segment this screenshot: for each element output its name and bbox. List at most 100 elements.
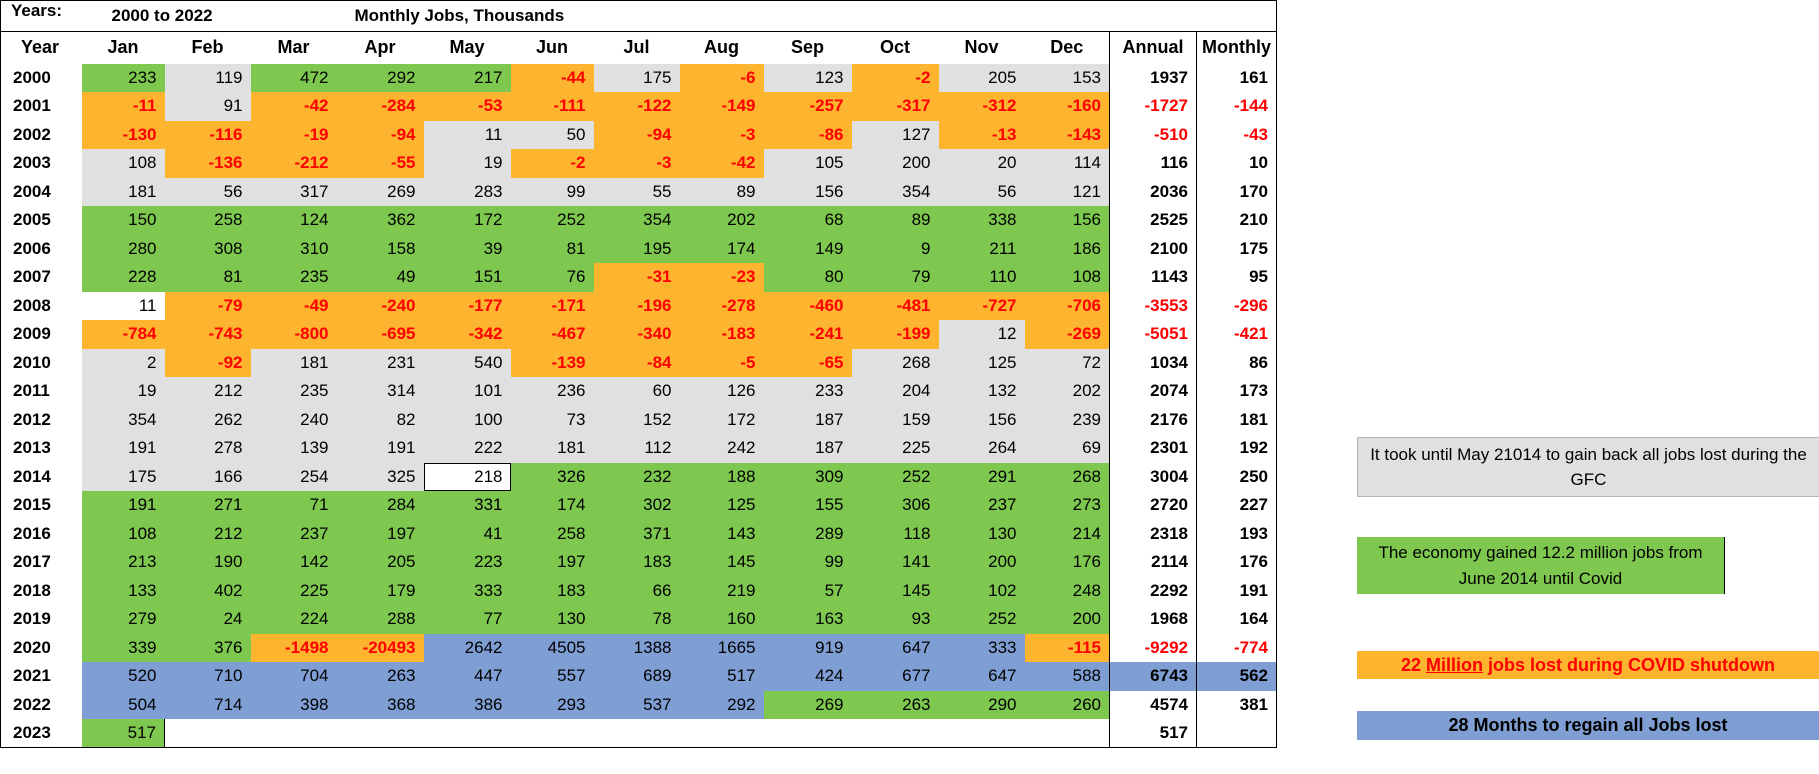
annual-total: 3004 xyxy=(1109,462,1197,491)
month-cell: 39 xyxy=(423,234,511,263)
month-cell: -3 xyxy=(593,149,680,178)
table-row: 2012 354 262 240 82 100 73 152 172 187 159 156 239 21… xyxy=(1,405,1277,434)
year-cell: 2001 xyxy=(13,96,51,116)
month-cell: 2 xyxy=(81,348,165,377)
table-row: 2002 -130 -116 -19 -94 11 50 -94 -3 -86 127 -13 -143… xyxy=(1,120,1277,149)
month-cell: 125 xyxy=(938,348,1025,377)
title-row: Years: 2000 to 2022 Monthly Jobs, Thousa… xyxy=(1,0,1277,32)
month-cell: -460 xyxy=(763,291,852,320)
table-row: 2016 108 212 237 197 41 258 371 143 289 118 130 214 2… xyxy=(1,519,1277,548)
monthly-average xyxy=(1196,719,1277,748)
monthly-average: 191 xyxy=(1196,576,1277,605)
month-cell: 280 xyxy=(81,234,165,263)
month-cell: 704 xyxy=(250,662,337,691)
column-header-year: Year xyxy=(0,31,82,64)
year-cell: 2022 xyxy=(13,694,51,714)
month-cell: 225 xyxy=(250,576,337,605)
gfc-note-text: It took until May 21014 to gain back all… xyxy=(1370,445,1807,489)
month-cell: 252 xyxy=(938,605,1025,634)
month-cell: -92 xyxy=(164,348,251,377)
month-cell: 264 xyxy=(938,434,1025,463)
month-cell: 447 xyxy=(423,662,511,691)
month-cell: 517 xyxy=(679,662,764,691)
month-cell: 325 xyxy=(336,462,424,491)
annual-total: 2100 xyxy=(1109,234,1197,263)
month-cell: 202 xyxy=(1024,377,1110,406)
month-cell: 290 xyxy=(938,690,1025,719)
year-cell: 2003 xyxy=(13,153,51,173)
month-cell: 557 xyxy=(510,662,594,691)
month-cell: 93 xyxy=(851,605,939,634)
month-cell: -42 xyxy=(250,92,337,121)
month-cell: 19 xyxy=(423,149,511,178)
month-cell: 172 xyxy=(679,405,764,434)
month-cell: -19 xyxy=(250,120,337,149)
table-row: 2011 19 212 235 314 101 236 60 126 233 204 132 202 20… xyxy=(1,377,1277,406)
month-cell: 235 xyxy=(250,377,337,406)
year-cell: 2012 xyxy=(13,409,51,429)
month-cell: 110 xyxy=(938,263,1025,292)
month-cell: 188 xyxy=(679,462,764,491)
column-header-monthly: Monthly xyxy=(1196,31,1277,64)
month-cell: 155 xyxy=(763,491,852,520)
month-cell: 81 xyxy=(510,234,594,263)
year-cell: 2010 xyxy=(13,352,51,372)
month-cell: 263 xyxy=(851,690,939,719)
month-cell: 145 xyxy=(679,548,764,577)
month-cell: 217 xyxy=(423,63,511,92)
month-cell: -42 xyxy=(679,149,764,178)
month-cell: -278 xyxy=(679,291,764,320)
month-cell: 50 xyxy=(510,120,594,149)
month-cell: 130 xyxy=(938,519,1025,548)
column-header-oct: Oct xyxy=(851,31,939,64)
month-cell: 153 xyxy=(1024,63,1110,92)
month-cell: 174 xyxy=(679,234,764,263)
years-label: Years: xyxy=(11,1,63,20)
monthly-average: 192 xyxy=(1196,434,1277,463)
month-cell: -115 xyxy=(1024,633,1110,662)
annual-total: 2176 xyxy=(1109,405,1197,434)
column-header-nov: Nov xyxy=(938,31,1025,64)
month-cell: 333 xyxy=(938,633,1025,662)
column-header-aug: Aug xyxy=(679,31,764,64)
monthly-average: -144 xyxy=(1196,92,1277,121)
empty-cell xyxy=(1025,719,1110,748)
month-cell: 143 xyxy=(679,519,764,548)
month-cell: 354 xyxy=(81,405,165,434)
table-row: 2004 181 56 317 269 283 99 55 89 156 354 56 121 2036 1… xyxy=(1,177,1277,206)
month-cell: 214 xyxy=(1024,519,1110,548)
annual-total: -1727 xyxy=(1109,92,1197,121)
month-cell: 66 xyxy=(593,576,680,605)
month-cell: 149 xyxy=(763,234,852,263)
month-cell: 101 xyxy=(423,377,511,406)
month-cell: 233 xyxy=(763,377,852,406)
empty-cell xyxy=(424,719,511,748)
month-cell: 211 xyxy=(938,234,1025,263)
month-cell: 141 xyxy=(851,548,939,577)
month-cell: 130 xyxy=(510,605,594,634)
month-cell: -86 xyxy=(763,120,852,149)
table-row: 2013 191 278 139 191 222 181 112 242 187 225 264 69 2… xyxy=(1,434,1277,463)
annual-total: 2301 xyxy=(1109,434,1197,463)
month-cell: 260 xyxy=(1024,690,1110,719)
month-cell: 119 xyxy=(164,63,251,92)
month-cell: 152 xyxy=(593,405,680,434)
monthly-average: 10 xyxy=(1196,149,1277,178)
month-cell: 69 xyxy=(1024,434,1110,463)
month-cell: 102 xyxy=(938,576,1025,605)
month-cell: 191 xyxy=(81,434,165,463)
month-cell: 100 xyxy=(423,405,511,434)
gain-note: The economy gained 12.2 million jobs fro… xyxy=(1357,537,1725,594)
column-header-sep: Sep xyxy=(763,31,852,64)
month-cell: -111 xyxy=(510,92,594,121)
jobs-spreadsheet: Years: 2000 to 2022 Monthly Jobs, Thousa… xyxy=(0,0,1277,748)
month-cell: 156 xyxy=(763,177,852,206)
table-row: 2003 108 -136 -212 -55 19 -2 -3 -42 105 200 20 114 11… xyxy=(1,149,1277,178)
month-cell: -79 xyxy=(164,291,251,320)
table-row: 2019 279 24 224 288 77 130 78 160 163 93 252 200 1968… xyxy=(1,605,1277,634)
annual-total: -9292 xyxy=(1109,633,1197,662)
month-cell: -20493 xyxy=(336,633,424,662)
month-cell: 371 xyxy=(593,519,680,548)
month-cell: -149 xyxy=(679,92,764,121)
month-cell: 1388 xyxy=(593,633,680,662)
